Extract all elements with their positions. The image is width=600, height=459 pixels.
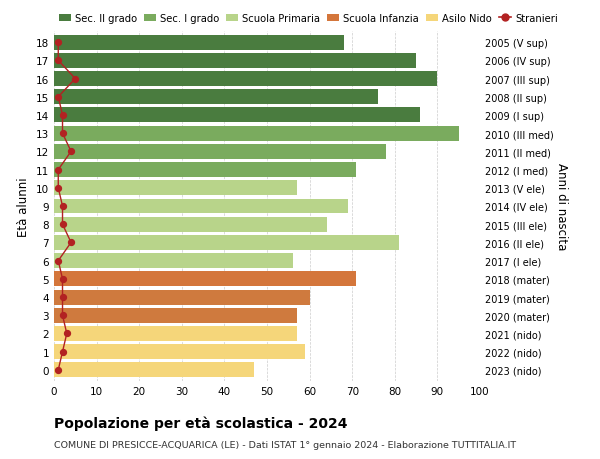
Point <box>58 294 67 301</box>
Text: COMUNE DI PRESICCE-ACQUARICA (LE) - Dati ISTAT 1° gennaio 2024 - Elaborazione TU: COMUNE DI PRESICCE-ACQUARICA (LE) - Dati… <box>54 440 516 449</box>
Bar <box>54 90 378 105</box>
Bar <box>54 344 305 359</box>
Point <box>62 330 71 337</box>
Point <box>53 167 63 174</box>
Point <box>66 239 76 246</box>
Bar <box>54 181 297 196</box>
Y-axis label: Anni di nascita: Anni di nascita <box>554 163 568 250</box>
Point <box>58 275 67 283</box>
Point <box>71 76 80 83</box>
Point <box>58 112 67 119</box>
Text: Popolazione per età scolastica - 2024: Popolazione per età scolastica - 2024 <box>54 415 347 430</box>
Point <box>58 130 67 138</box>
Point <box>53 185 63 192</box>
Point <box>66 148 76 156</box>
Bar <box>54 163 356 178</box>
Point <box>58 203 67 210</box>
Bar <box>54 290 310 305</box>
Bar <box>54 308 297 323</box>
Bar <box>54 54 416 69</box>
Bar <box>54 126 459 141</box>
Bar <box>54 72 437 87</box>
Bar <box>54 108 421 123</box>
Bar <box>54 36 344 50</box>
Point <box>53 257 63 265</box>
Point <box>53 39 63 47</box>
Point <box>58 221 67 229</box>
Bar <box>54 272 356 287</box>
Point <box>53 57 63 65</box>
Point <box>53 366 63 374</box>
Bar <box>54 199 348 214</box>
Bar <box>54 145 386 159</box>
Y-axis label: Età alunni: Età alunni <box>17 177 31 236</box>
Bar <box>54 363 254 377</box>
Legend: Sec. II grado, Sec. I grado, Scuola Primaria, Scuola Infanzia, Asilo Nido, Stran: Sec. II grado, Sec. I grado, Scuola Prim… <box>59 14 557 24</box>
Point <box>53 94 63 101</box>
Bar <box>54 254 293 269</box>
Bar <box>54 217 326 232</box>
Point <box>58 348 67 356</box>
Bar <box>54 326 297 341</box>
Point <box>58 312 67 319</box>
Bar <box>54 235 399 250</box>
